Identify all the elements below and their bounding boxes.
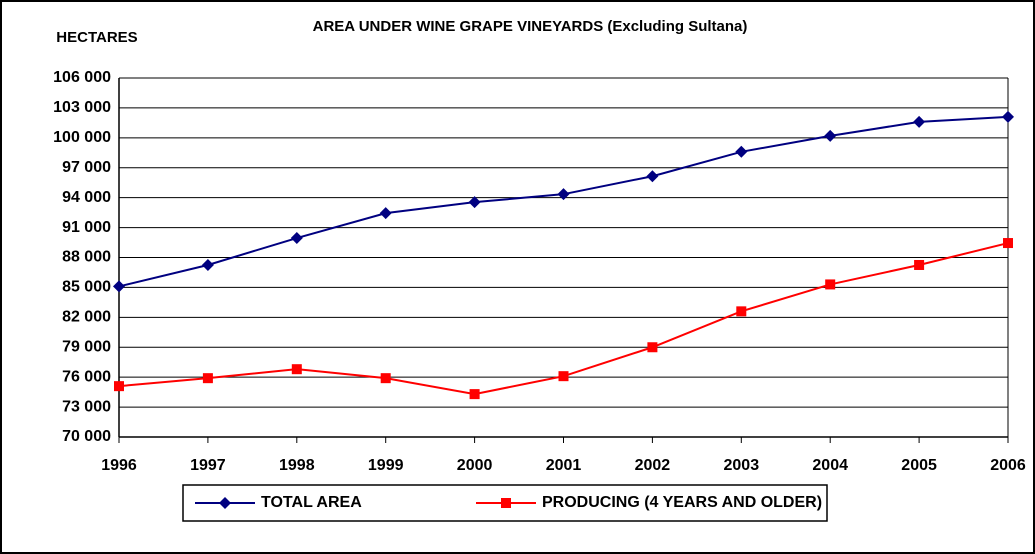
data-point: [557, 188, 570, 201]
data-point: [379, 207, 392, 220]
data-point: [114, 381, 124, 392]
legend-label: PRODUCING (4 YEARS AND OLDER): [542, 494, 822, 511]
y-axis-label: HECTARES: [56, 29, 137, 46]
data-point: [558, 371, 569, 382]
y-tick-label: 70 000: [62, 428, 111, 445]
data-point: [735, 145, 748, 158]
data-point: [201, 258, 214, 271]
data-point: [825, 279, 836, 290]
data-point: [1002, 110, 1014, 123]
chart-title: AREA UNDER WINE GRAPE VINEYARDS (Excludi…: [313, 18, 748, 35]
data-point: [914, 259, 925, 270]
x-tick-label: 1998: [279, 457, 315, 474]
y-tick-label: 76 000: [62, 368, 111, 385]
legend-marker: [219, 497, 231, 509]
data-point: [291, 364, 302, 375]
y-tick-label: 103 000: [53, 99, 111, 116]
x-tick-label: 1997: [190, 457, 226, 474]
y-tick-label: 85 000: [62, 279, 111, 296]
data-point: [647, 342, 658, 353]
data-point: [913, 115, 926, 128]
y-tick-label: 88 000: [62, 249, 111, 266]
x-tick-label: 1999: [368, 457, 404, 474]
data-point: [646, 170, 659, 183]
y-tick-label: 82 000: [62, 309, 111, 326]
data-point: [736, 306, 747, 317]
data-point: [824, 129, 837, 142]
data-point: [113, 280, 125, 293]
x-tick-label: 2001: [546, 457, 582, 474]
y-tick-label: 91 000: [62, 219, 111, 236]
y-tick-label: 97 000: [62, 159, 111, 176]
x-tick-label: 2006: [990, 457, 1026, 474]
x-tick-label: 2004: [812, 457, 848, 474]
data-point: [290, 232, 303, 245]
x-tick-label: 2000: [457, 457, 493, 474]
y-tick-label: 94 000: [62, 189, 111, 206]
x-tick-label: 2002: [635, 457, 671, 474]
x-tick-label: 1996: [101, 457, 137, 474]
x-tick-label: 2003: [724, 457, 760, 474]
y-tick-label: 100 000: [53, 129, 111, 146]
data-point: [468, 196, 481, 209]
data-point: [202, 373, 213, 384]
y-tick-label: 73 000: [62, 398, 111, 415]
y-tick-label: 79 000: [62, 338, 111, 355]
data-point: [1003, 238, 1013, 249]
data-point: [469, 389, 480, 400]
legend-label: TOTAL AREA: [261, 494, 362, 511]
data-point: [380, 373, 391, 384]
x-tick-label: 2005: [901, 457, 937, 474]
legend-marker: [501, 498, 511, 508]
y-tick-label: 106 000: [53, 69, 111, 86]
